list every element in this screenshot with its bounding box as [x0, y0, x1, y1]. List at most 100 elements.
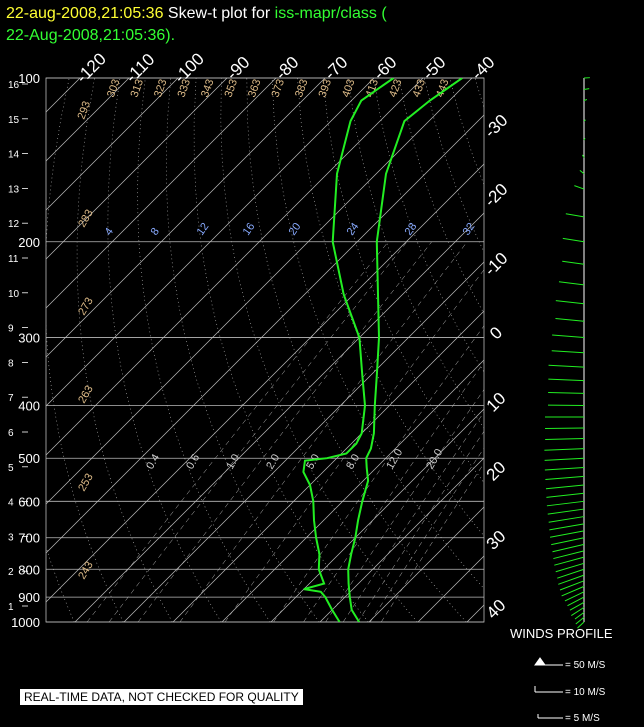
wind-barb [551, 537, 585, 546]
dewpoint-line [302, 78, 395, 622]
wind-barb [562, 237, 585, 243]
theta-label: 383 [293, 78, 311, 99]
isotherm [46, 78, 179, 211]
isotherm [46, 78, 326, 358]
theta-label: 433 [411, 78, 429, 99]
winds-profile-title: WINDS PROFILE [510, 626, 613, 641]
title-date: 22-aug-2008,21:05:36 [6, 5, 164, 22]
wind-barb [555, 317, 585, 322]
wind-barb [552, 334, 585, 339]
dry-adiabat [551, 78, 644, 622]
wind-barb [548, 516, 585, 523]
wind-legend-5: = 5 M/S [565, 713, 600, 724]
height-tick-label: 5 [8, 463, 14, 474]
mixing-ratio-label: 12 [195, 221, 212, 238]
wind-legend-50: = 50 M/S [565, 660, 606, 671]
title-station: iss-mapr/class ( [274, 5, 387, 22]
wind-barb [559, 580, 585, 591]
wind-barb [544, 467, 585, 471]
dry-adiabat [165, 78, 320, 622]
pressure-tick-label: 300 [18, 331, 40, 346]
height-tick-label: 4 [8, 498, 14, 509]
wind-barb [582, 154, 585, 158]
pressure-tick-label: 800 [18, 562, 40, 577]
isotherm [46, 78, 375, 407]
height-tick-label: 2 [8, 567, 14, 578]
title-text: Skew-t plot for [167, 5, 271, 22]
isotherm [46, 78, 473, 505]
top-temp-tick-label: -90 [223, 53, 254, 84]
right-temp-tick-label: 40 [483, 596, 510, 623]
dry-adiabat [76, 78, 173, 622]
isotherm [221, 359, 484, 622]
wind-barb [553, 550, 585, 560]
dry-adiabat [246, 78, 467, 622]
wind-barb [548, 364, 585, 368]
dry-adiabat [107, 78, 222, 622]
wind-barb [546, 492, 585, 498]
height-tick-label: 7 [8, 393, 14, 404]
wind-barb [583, 137, 586, 141]
mixing-ratio-label: 0.6 [184, 452, 202, 471]
wind-barb [547, 508, 585, 515]
dry-adiabat [271, 78, 484, 590]
wind-barb [549, 523, 585, 531]
wind-barb [544, 448, 585, 451]
mixing-ratio-line [224, 269, 484, 622]
mixing-ratio-line [325, 389, 484, 622]
wind-barb [545, 475, 585, 481]
mixing-ratio-line [380, 462, 484, 622]
mixing-ratio-label: 32 [461, 221, 478, 238]
wind-barb [583, 88, 590, 91]
right-temp-tick-label: 10 [483, 389, 510, 416]
mixing-ratio-label: 5.0 [304, 452, 322, 471]
wind-barb [545, 438, 585, 441]
dry-adiabat [449, 78, 484, 186]
theta-label: 243 [76, 560, 96, 582]
top-temp-tick-label: -120 [72, 49, 109, 86]
height-tick-label: 3 [8, 532, 14, 543]
mixing-ratio-line [179, 241, 468, 622]
pressure-tick-label: 600 [18, 494, 40, 509]
height-tick-label: 10 [8, 289, 20, 300]
temperature-line [347, 78, 463, 622]
theta-label: 323 [152, 78, 170, 99]
mixing-ratio-label: 1.0 [224, 452, 242, 471]
wind-barb [557, 568, 585, 579]
height-tick-label: 11 [8, 254, 19, 265]
theta-label: 373 [270, 78, 288, 99]
wind-barb [552, 543, 585, 553]
wind-barb [577, 621, 585, 629]
theta-label: 393 [317, 78, 335, 99]
wind-barb [548, 391, 585, 394]
wind-barb [571, 606, 585, 616]
wind-barb [558, 574, 585, 585]
mixing-ratio-label: 8.0 [344, 452, 362, 471]
axis-labels: 1002003004005006007008009001000123456789… [8, 49, 512, 630]
dry-adiabat [220, 78, 418, 622]
isotherm [516, 78, 644, 622]
isotherm [46, 78, 424, 456]
wind-barb [555, 300, 585, 305]
dry-adiabat [193, 78, 369, 622]
wind-barb [558, 281, 585, 286]
wind-barb [544, 457, 585, 461]
theta-label: 363 [246, 78, 264, 99]
dry-adiabat [398, 78, 484, 315]
legend-barb-10 [534, 686, 563, 693]
mixing-ratio-line [369, 447, 484, 622]
theta-label: 273 [76, 296, 96, 318]
isotherm [368, 506, 484, 622]
mixing-ratio-line [303, 361, 484, 622]
dry-adiabat [526, 78, 644, 622]
mixing-ratio-line [342, 411, 484, 622]
height-tick-label: 16 [8, 80, 20, 91]
height-tick-label: 9 [8, 324, 14, 335]
wind-barb [545, 484, 585, 490]
isotherm [46, 78, 277, 309]
legend-barb-5 [537, 714, 563, 719]
pressure-tick-label: 900 [18, 590, 40, 605]
top-temp-tick-label: -40 [468, 53, 499, 84]
height-tick-label: 12 [8, 219, 20, 230]
right-temp-tick-label: -20 [481, 180, 512, 211]
